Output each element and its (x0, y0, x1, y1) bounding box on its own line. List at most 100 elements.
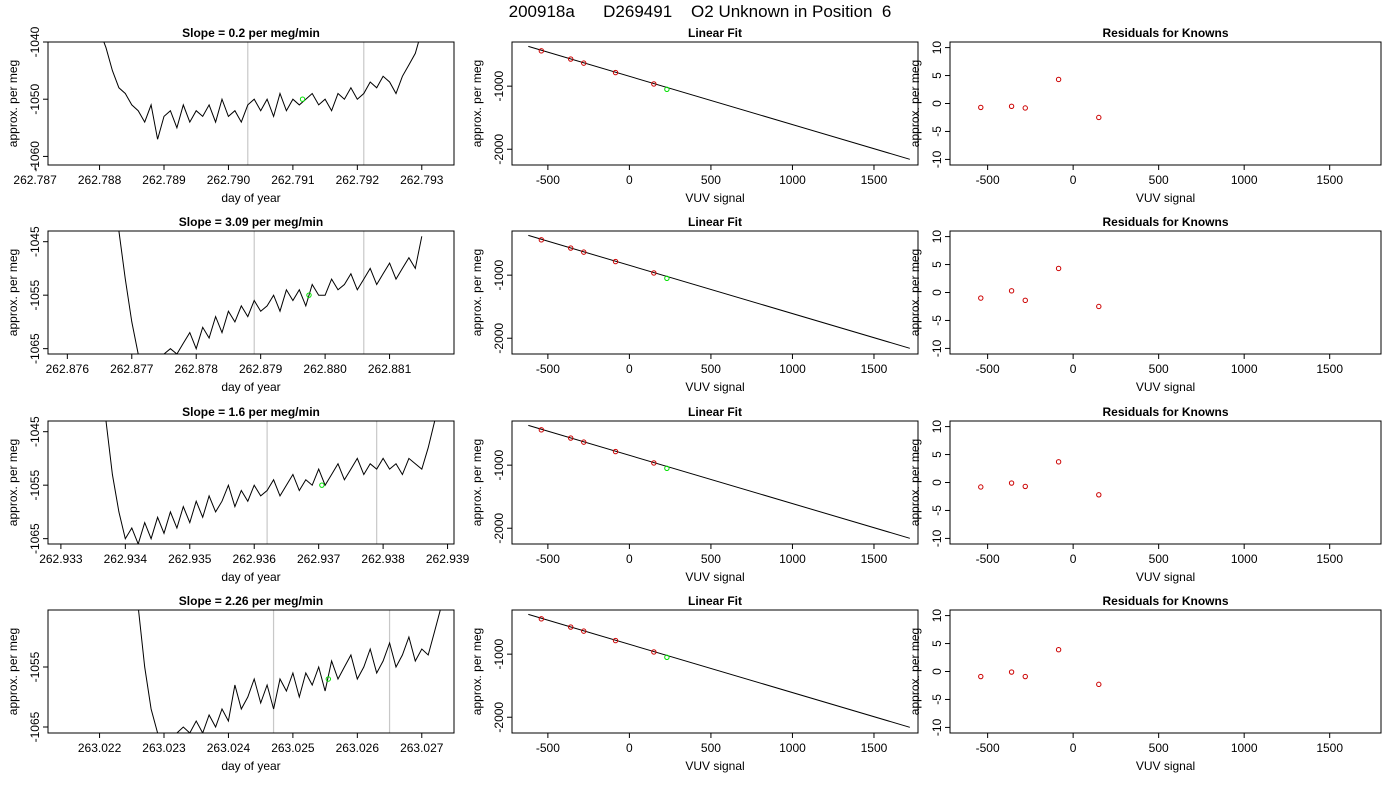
x-axis-label: day of year (221, 380, 280, 394)
plot-frame (949, 230, 1382, 355)
known-point (1055, 76, 1062, 83)
y-tick-label: -1065 (28, 333, 42, 364)
x-tick-label: 262.933 (39, 552, 83, 566)
panel-title: Linear Fit (688, 215, 742, 229)
y-tick-label: -1055 (28, 470, 42, 501)
panel-resid-0: Residuals for Knowns -500 0 500 1000 1500 10 5 0… (908, 26, 1382, 205)
panel-title: Slope = 0.2 per meg/min (182, 26, 320, 40)
panel-title: Linear Fit (688, 594, 742, 608)
panel-resid-1: Residuals for Knowns -500 0 500 1000 1500 10 5 0… (908, 215, 1382, 394)
plot-frame (47, 609, 455, 734)
known-point (612, 69, 619, 76)
x-axis-label: day of year (221, 570, 280, 584)
x-axis-label: VUV signal (685, 759, 744, 773)
plot-area (978, 459, 1102, 498)
y-tick-label: -1045 (28, 226, 42, 257)
panel-fit-0: Linear Fit -500 0 500 1000 1500 -1000 -2000 VUV … (470, 26, 919, 205)
y-tick-label: 0 (930, 100, 944, 107)
x-tick-label: 262.792 (336, 173, 380, 187)
x-tick-label: 500 (701, 552, 721, 566)
plot-area (978, 265, 1102, 310)
x-tick-label: 262.936 (233, 552, 277, 566)
known-point (1055, 459, 1062, 465)
panel-fit-3: Linear Fit -500 0 500 1000 1500 -1000 -2000 VUV … (470, 594, 919, 773)
known-point (538, 427, 545, 433)
x-tick-label: 262.880 (303, 362, 347, 376)
plot-frame (511, 230, 919, 355)
known-point (978, 295, 984, 301)
x-tick-label: 263.027 (400, 741, 444, 755)
known-point (567, 56, 574, 62)
known-point (978, 484, 984, 490)
y-tick-label: -1040 (28, 26, 42, 57)
unknown-point (664, 654, 670, 661)
x-tick-label: -500 (976, 741, 1000, 755)
x-axis-label: VUV signal (1136, 570, 1195, 584)
known-point (581, 439, 587, 445)
x-tick-label: 1000 (1231, 552, 1258, 566)
known-point (1096, 114, 1102, 121)
plot-area (103, 42, 420, 165)
panel-title: Residuals for Knowns (1102, 26, 1228, 40)
x-tick-label: 263.025 (271, 741, 315, 755)
panel-title: Slope = 2.26 per meg/min (179, 594, 323, 608)
y-tick-label: -10 (930, 718, 944, 736)
y-tick-label: 0 (930, 479, 944, 486)
known-point (1022, 297, 1028, 304)
panel-time-2: Slope = 1.6 per meg/min 262.933 262.934 262… (6, 405, 470, 584)
x-tick-label: 1000 (779, 552, 806, 566)
known-point (1055, 265, 1062, 272)
mean-point (325, 676, 332, 682)
series-line (105, 421, 436, 544)
fit-line (528, 234, 910, 349)
plot-area (528, 613, 910, 728)
y-tick-label: -1060 (28, 141, 42, 172)
y-tick-label: 0 (930, 289, 944, 296)
y-tick-label: -5 (930, 315, 944, 326)
plot-frame (511, 420, 919, 545)
x-tick-label: 1500 (1316, 552, 1343, 566)
y-tick-label: 0 (930, 668, 944, 675)
y-tick-label: 5 (930, 261, 944, 268)
y-tick-label: -1000 (492, 70, 506, 101)
panel-title: Slope = 1.6 per meg/min (182, 405, 320, 419)
y-tick-label: 10 (930, 609, 944, 623)
x-tick-label: -500 (976, 552, 1000, 566)
panel-title: Linear Fit (688, 405, 742, 419)
y-axis-label: approx. per meg (908, 249, 922, 336)
y-tick-label: -2000 (492, 134, 506, 165)
panel-fit-1: Linear Fit -500 0 500 1000 1500 -1000 -2000 VUV … (470, 215, 919, 394)
x-tick-label: 500 (1149, 362, 1169, 376)
known-point (1096, 681, 1102, 688)
x-tick-label: 262.791 (271, 173, 315, 187)
plot-frame (47, 41, 455, 166)
plot-area (978, 76, 1102, 121)
known-point (581, 60, 587, 66)
known-point (978, 673, 984, 680)
known-point (1022, 673, 1028, 680)
mean-point (319, 482, 325, 488)
x-tick-label: 500 (701, 173, 721, 187)
x-tick-label: 0 (626, 741, 633, 755)
x-tick-label: 0 (626, 173, 633, 187)
known-point (1022, 105, 1028, 111)
known-point (651, 81, 657, 87)
series-line (118, 231, 423, 354)
known-point (651, 270, 657, 276)
x-axis-label: day of year (221, 759, 280, 773)
x-tick-label: 0 (1070, 552, 1077, 566)
panel-time-3: Slope = 2.26 per meg/min 263.022 263.023 26… (6, 594, 455, 773)
x-tick-label: -500 (976, 173, 1000, 187)
known-point (612, 258, 619, 265)
known-point (612, 637, 619, 644)
x-tick-label: 1000 (1231, 173, 1258, 187)
known-point (1008, 288, 1015, 294)
known-point (978, 104, 984, 111)
plot-frame (511, 41, 919, 166)
y-tick-label: 5 (930, 640, 944, 647)
x-tick-label: -500 (536, 741, 560, 755)
y-axis-label: approx. per meg (908, 60, 922, 147)
y-tick-label: -5 (930, 126, 944, 137)
panel-fit-2: Linear Fit -500 0 500 1000 1500 -1000 -2000 VUV … (470, 405, 919, 584)
series-line (138, 610, 441, 733)
